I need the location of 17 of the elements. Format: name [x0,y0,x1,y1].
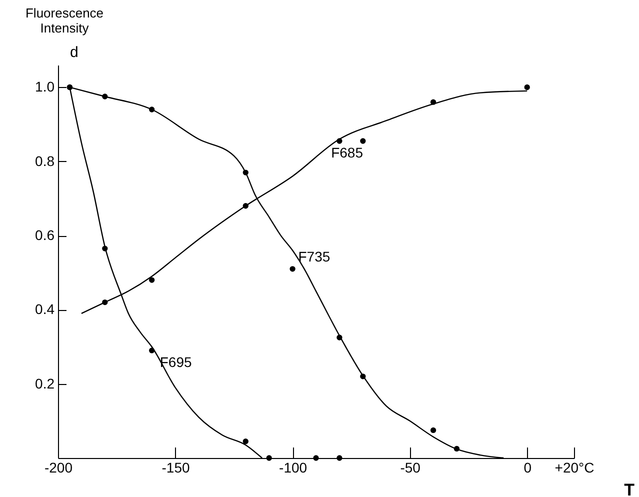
x-tick-label: -100 [279,460,308,476]
annotation: F735 [298,248,330,265]
y-axis-title: Fluorescence Intensity [25,6,104,36]
y-tick-label: 1.0 [35,78,55,95]
annotation: F695 [160,354,192,370]
x-tick-label: 0 [524,460,532,476]
annotation: F685 [331,144,364,161]
x-tick-label: -200 [44,460,73,476]
text: d [70,44,78,61]
x-axis-title: T [624,480,636,497]
y-tick-label: 0.8 [35,152,55,169]
y-tick-label: 0.2 [35,375,55,392]
x-tick-label: -150 [162,460,190,476]
y-tick-label: 0.6 [35,227,55,244]
y-tick-label: 0.4 [35,301,55,318]
x-tick-label: +20°C [554,460,594,476]
x-tick-label: -50 [400,460,421,476]
